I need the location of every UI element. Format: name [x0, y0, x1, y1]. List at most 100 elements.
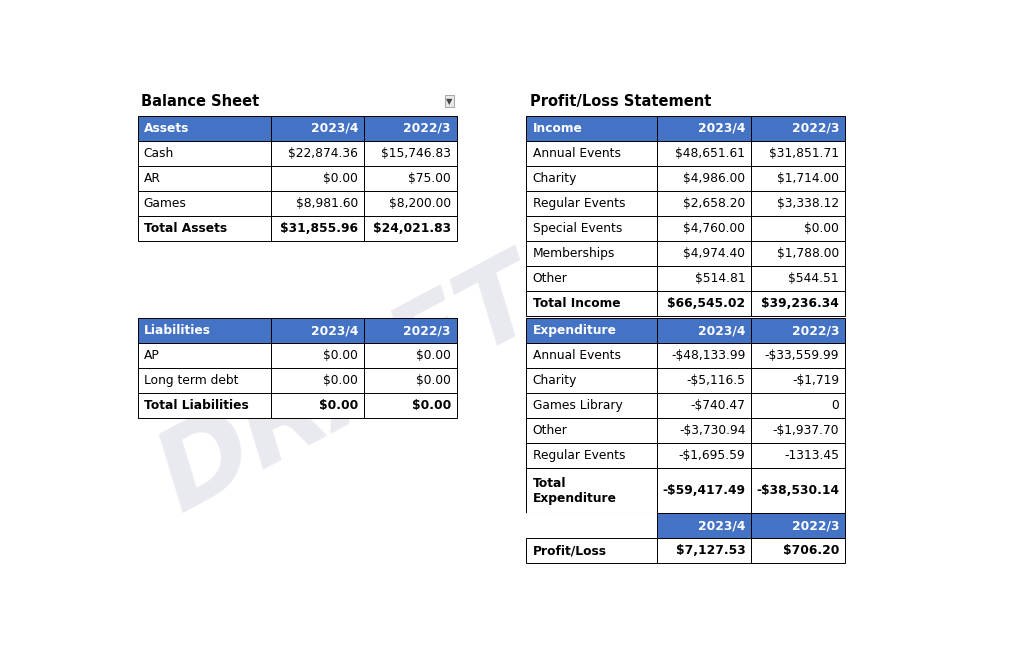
Bar	[657, 116, 751, 140]
Bar	[270, 116, 364, 140]
Text: DRAFT: DRAFT	[141, 244, 559, 533]
Bar	[657, 369, 751, 393]
Text: Annual Events: Annual Events	[532, 147, 621, 159]
Bar	[364, 318, 457, 343]
Text: Games: Games	[143, 197, 186, 210]
Text: Regular Events: Regular Events	[532, 197, 626, 210]
Text: $4,760.00: $4,760.00	[683, 222, 745, 235]
Bar	[270, 393, 364, 419]
Text: Regular Events: Regular Events	[532, 449, 626, 462]
Bar	[270, 343, 364, 369]
Text: Total Income: Total Income	[532, 297, 621, 310]
Text: AP: AP	[143, 349, 160, 362]
Bar	[657, 443, 751, 469]
Text: Charity: Charity	[532, 374, 578, 387]
Text: Charity: Charity	[532, 172, 578, 185]
Text: Total
Expenditure: Total Expenditure	[532, 477, 616, 505]
Bar	[526, 318, 657, 343]
Bar	[137, 343, 270, 369]
Bar	[137, 190, 270, 216]
Text: $544.51: $544.51	[788, 272, 839, 285]
Bar	[657, 140, 751, 166]
Bar	[137, 318, 270, 343]
Text: $1,714.00: $1,714.00	[777, 172, 839, 185]
Text: $1,788.00: $1,788.00	[777, 247, 839, 260]
Bar	[657, 514, 751, 538]
Text: -1313.45: -1313.45	[784, 449, 839, 462]
Text: 2022/3: 2022/3	[403, 324, 451, 337]
Bar	[270, 369, 364, 393]
Bar	[751, 343, 845, 369]
Bar	[526, 116, 657, 140]
Bar	[751, 538, 845, 564]
Bar	[751, 369, 845, 393]
Bar	[364, 140, 457, 166]
Text: Income: Income	[532, 122, 583, 135]
Bar	[526, 266, 657, 291]
Bar	[526, 393, 657, 419]
Text: $48,651.61: $48,651.61	[676, 147, 745, 159]
Text: $0.00: $0.00	[324, 349, 358, 362]
Text: -$1,937.70: -$1,937.70	[772, 424, 839, 437]
Text: $0.00: $0.00	[324, 374, 358, 387]
Bar	[751, 514, 845, 538]
Text: 2023/4: 2023/4	[698, 519, 745, 532]
Bar	[751, 166, 845, 190]
Text: Memberships: Memberships	[532, 247, 615, 260]
Bar	[137, 116, 270, 140]
Bar	[526, 291, 657, 316]
Bar	[137, 393, 270, 419]
Text: 2023/4: 2023/4	[310, 324, 358, 337]
Bar	[657, 393, 751, 419]
Bar	[137, 369, 270, 393]
Bar	[270, 318, 364, 343]
Text: -$1,719: -$1,719	[792, 374, 839, 387]
Bar	[751, 216, 845, 240]
Text: $66,545.02: $66,545.02	[668, 297, 745, 310]
Bar	[270, 166, 364, 190]
Text: Profit/Loss Statement: Profit/Loss Statement	[530, 94, 712, 109]
Text: $8,200.00: $8,200.00	[389, 197, 451, 210]
Text: 2023/4: 2023/4	[698, 122, 745, 135]
Text: -$5,116.5: -$5,116.5	[686, 374, 745, 387]
Bar	[270, 140, 364, 166]
Text: $0.00: $0.00	[324, 172, 358, 185]
Text: $31,855.96: $31,855.96	[281, 222, 358, 235]
Text: Total Assets: Total Assets	[143, 222, 227, 235]
Bar	[364, 190, 457, 216]
Text: -$3,730.94: -$3,730.94	[679, 424, 745, 437]
Bar	[657, 469, 751, 514]
Bar	[751, 266, 845, 291]
Bar	[526, 538, 657, 564]
Bar	[657, 266, 751, 291]
Bar	[657, 318, 751, 343]
Text: $0.00: $0.00	[416, 374, 451, 387]
Bar	[657, 343, 751, 369]
Text: $31,851.71: $31,851.71	[769, 147, 839, 159]
Text: 0: 0	[831, 399, 839, 412]
Bar	[751, 240, 845, 266]
Bar	[657, 216, 751, 240]
Text: 2022/3: 2022/3	[792, 324, 839, 337]
Bar	[526, 419, 657, 443]
Text: Special Events: Special Events	[532, 222, 623, 235]
Text: $22,874.36: $22,874.36	[289, 147, 358, 159]
Bar	[751, 469, 845, 514]
Bar	[526, 240, 657, 266]
Bar	[364, 216, 457, 240]
Text: $4,974.40: $4,974.40	[683, 247, 745, 260]
Text: $39,236.34: $39,236.34	[761, 297, 839, 310]
Bar	[751, 190, 845, 216]
Text: $15,746.83: $15,746.83	[381, 147, 451, 159]
Text: Annual Events: Annual Events	[532, 349, 621, 362]
Bar	[526, 369, 657, 393]
Text: $75.00: $75.00	[409, 172, 451, 185]
Text: ▼: ▼	[446, 96, 453, 105]
Bar	[657, 291, 751, 316]
Bar	[751, 443, 845, 469]
Text: Liabilities: Liabilities	[143, 324, 211, 337]
Bar	[364, 393, 457, 419]
Bar	[364, 166, 457, 190]
Text: $0.00: $0.00	[318, 399, 358, 412]
Bar	[364, 343, 457, 369]
